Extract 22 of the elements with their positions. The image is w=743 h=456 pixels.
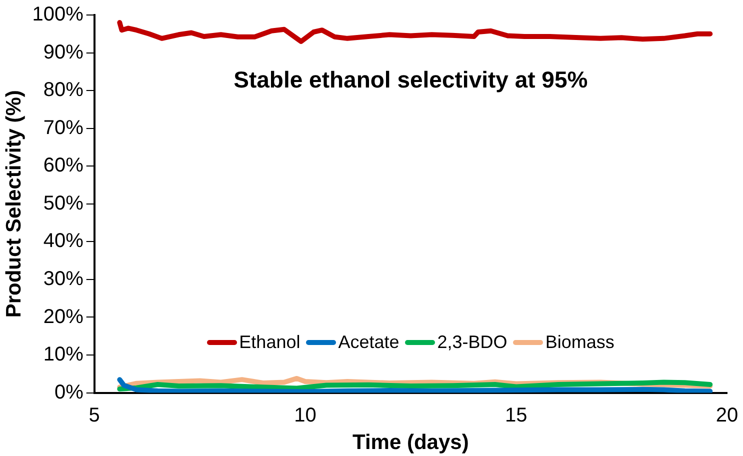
y-tick-label: 60% [43, 154, 84, 177]
legend-label: Biomass [545, 332, 614, 353]
y-tick-label: 50% [43, 192, 84, 214]
x-axis-title: Time (days) [352, 431, 469, 454]
x-tick-label: 5 [88, 404, 100, 426]
y-tick-label: 100% [32, 4, 84, 26]
y-tick-label: 90% [43, 41, 84, 64]
y-tick-label: 80% [43, 79, 84, 102]
y-axis-title: Product Selectivity (%) [2, 90, 26, 318]
x-tick-label: 20 [716, 404, 738, 426]
x-tick-label: 10 [294, 404, 316, 426]
legend-label: Acetate [338, 332, 400, 353]
y-tick-label: 0% [54, 381, 84, 404]
x-tick-label: 15 [504, 404, 528, 426]
annotation: Stable ethanol selectivity at 95% [234, 66, 588, 92]
y-tick-label: 20% [43, 306, 84, 328]
legend-label: 2,3-BDO [437, 332, 508, 353]
y-tick-label: 30% [43, 268, 84, 290]
y-tick-label: 40% [43, 230, 84, 252]
y-tick-label: 10% [43, 344, 84, 366]
y-tick-label: 70% [43, 116, 84, 139]
legend-label: Ethanol [239, 332, 300, 353]
